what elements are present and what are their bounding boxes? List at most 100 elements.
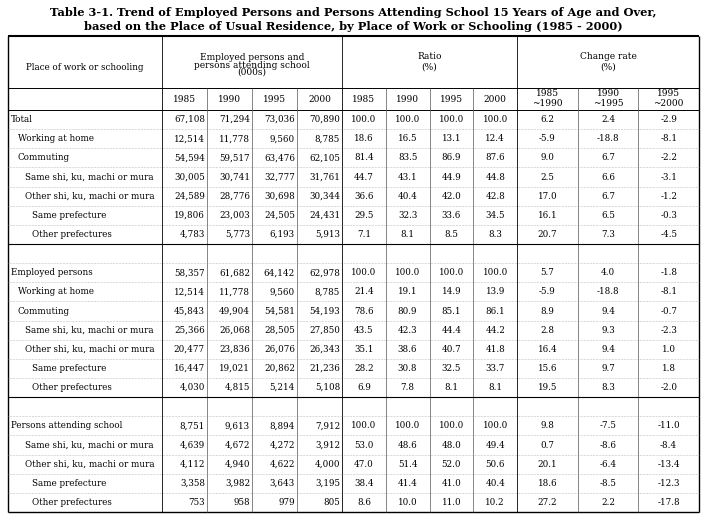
Text: ~1990: ~1990	[532, 100, 563, 108]
Text: 83.5: 83.5	[398, 153, 417, 163]
Text: 3,195: 3,195	[315, 479, 340, 488]
Text: -0.7: -0.7	[660, 307, 677, 315]
Text: 24,431: 24,431	[309, 211, 340, 220]
Text: Same prefecture: Same prefecture	[32, 479, 106, 488]
Text: 12,514: 12,514	[174, 287, 205, 296]
Text: 26,343: 26,343	[309, 345, 340, 354]
Text: 3,358: 3,358	[180, 479, 205, 488]
Text: 6,193: 6,193	[270, 230, 295, 239]
Text: -4.5: -4.5	[660, 230, 677, 239]
Text: Other shi, ku, machi or mura: Other shi, ku, machi or mura	[25, 345, 155, 354]
Text: 86.1: 86.1	[485, 307, 505, 315]
Text: -8.4: -8.4	[660, 441, 677, 449]
Text: 9.0: 9.0	[540, 153, 554, 163]
Text: 6.5: 6.5	[601, 211, 615, 220]
Text: 16.1: 16.1	[537, 211, 557, 220]
Text: 26,068: 26,068	[219, 326, 250, 335]
Text: -8.5: -8.5	[600, 479, 617, 488]
Text: 100.0: 100.0	[439, 422, 464, 430]
Text: 63,476: 63,476	[264, 153, 295, 163]
Text: 1985: 1985	[536, 89, 559, 99]
Text: 100.0: 100.0	[482, 422, 508, 430]
Text: 8,785: 8,785	[315, 287, 340, 296]
Text: 20.1: 20.1	[537, 460, 557, 469]
Text: 32,777: 32,777	[264, 172, 295, 182]
Text: 100.0: 100.0	[351, 268, 377, 277]
Text: 47.0: 47.0	[354, 460, 374, 469]
Text: 1.8: 1.8	[662, 364, 676, 373]
Text: 8.1: 8.1	[445, 383, 458, 392]
Text: 9,560: 9,560	[270, 134, 295, 143]
Text: 14.9: 14.9	[442, 287, 461, 296]
Text: 59,517: 59,517	[219, 153, 250, 163]
Text: 9.8: 9.8	[540, 422, 554, 430]
Text: 87.6: 87.6	[485, 153, 505, 163]
Text: 78.6: 78.6	[354, 307, 374, 315]
Text: 13.9: 13.9	[486, 287, 505, 296]
Text: 18.6: 18.6	[537, 479, 557, 488]
Text: 42.3: 42.3	[398, 326, 417, 335]
Text: 5,108: 5,108	[315, 383, 340, 392]
Text: 6.9: 6.9	[357, 383, 370, 392]
Text: 1985: 1985	[352, 94, 375, 104]
Text: 24,505: 24,505	[264, 211, 295, 220]
Text: 100.0: 100.0	[351, 422, 377, 430]
Text: -17.8: -17.8	[658, 498, 680, 507]
Text: 13.1: 13.1	[442, 134, 461, 143]
Text: 8.3: 8.3	[601, 383, 615, 392]
Text: 30,741: 30,741	[219, 172, 250, 182]
Text: 35.1: 35.1	[354, 345, 373, 354]
Text: 2000: 2000	[308, 94, 331, 104]
Text: 9.7: 9.7	[601, 364, 615, 373]
Text: 71,294: 71,294	[219, 115, 250, 124]
Text: 17.0: 17.0	[537, 191, 557, 201]
Text: Same prefecture: Same prefecture	[32, 364, 106, 373]
Text: 100.0: 100.0	[395, 268, 420, 277]
Text: 40.4: 40.4	[485, 479, 505, 488]
Text: 51.4: 51.4	[398, 460, 417, 469]
Text: -2.0: -2.0	[660, 383, 677, 392]
Text: 23,003: 23,003	[219, 211, 250, 220]
Text: 28.2: 28.2	[354, 364, 374, 373]
Text: 4.0: 4.0	[601, 268, 615, 277]
Text: 1995: 1995	[440, 94, 463, 104]
Text: Table 3-1. Trend of Employed Persons and Persons Attending School 15 Years of Ag: Table 3-1. Trend of Employed Persons and…	[49, 8, 656, 19]
Text: 3,982: 3,982	[225, 479, 250, 488]
Text: 44.2: 44.2	[485, 326, 505, 335]
Text: 54,193: 54,193	[309, 307, 340, 315]
Text: 24,589: 24,589	[174, 191, 205, 201]
Text: -7.5: -7.5	[600, 422, 617, 430]
Text: 100.0: 100.0	[395, 422, 420, 430]
Text: 979: 979	[279, 498, 295, 507]
Text: 19.1: 19.1	[398, 287, 417, 296]
Text: Other prefectures: Other prefectures	[32, 498, 112, 507]
Text: 58,357: 58,357	[175, 268, 205, 277]
Text: -5.9: -5.9	[539, 134, 556, 143]
Text: Commuting: Commuting	[18, 153, 70, 163]
Text: 44.4: 44.4	[441, 326, 462, 335]
Text: 9.4: 9.4	[601, 345, 615, 354]
Text: 32.5: 32.5	[442, 364, 461, 373]
Text: 4,112: 4,112	[180, 460, 205, 469]
Text: 8.6: 8.6	[357, 498, 371, 507]
Text: 2.2: 2.2	[601, 498, 615, 507]
Text: -2.9: -2.9	[660, 115, 677, 124]
Text: 48.6: 48.6	[398, 441, 418, 449]
Text: -12.3: -12.3	[658, 479, 680, 488]
Text: 50.6: 50.6	[486, 460, 505, 469]
Text: 80.9: 80.9	[398, 307, 417, 315]
Text: Other shi, ku, machi or mura: Other shi, ku, machi or mura	[25, 191, 155, 201]
Text: -8.6: -8.6	[600, 441, 617, 449]
Text: 6.2: 6.2	[540, 115, 554, 124]
Text: -8.1: -8.1	[660, 287, 677, 296]
Text: 15.6: 15.6	[537, 364, 557, 373]
Text: Employed persons and: Employed persons and	[200, 54, 304, 62]
Text: -5.9: -5.9	[539, 287, 556, 296]
Text: 958: 958	[233, 498, 250, 507]
Text: 4,272: 4,272	[269, 441, 295, 449]
Text: 2.8: 2.8	[540, 326, 554, 335]
Text: 5,773: 5,773	[225, 230, 250, 239]
Text: 3,912: 3,912	[315, 441, 340, 449]
Text: 36.6: 36.6	[354, 191, 373, 201]
Text: 61,682: 61,682	[219, 268, 250, 277]
